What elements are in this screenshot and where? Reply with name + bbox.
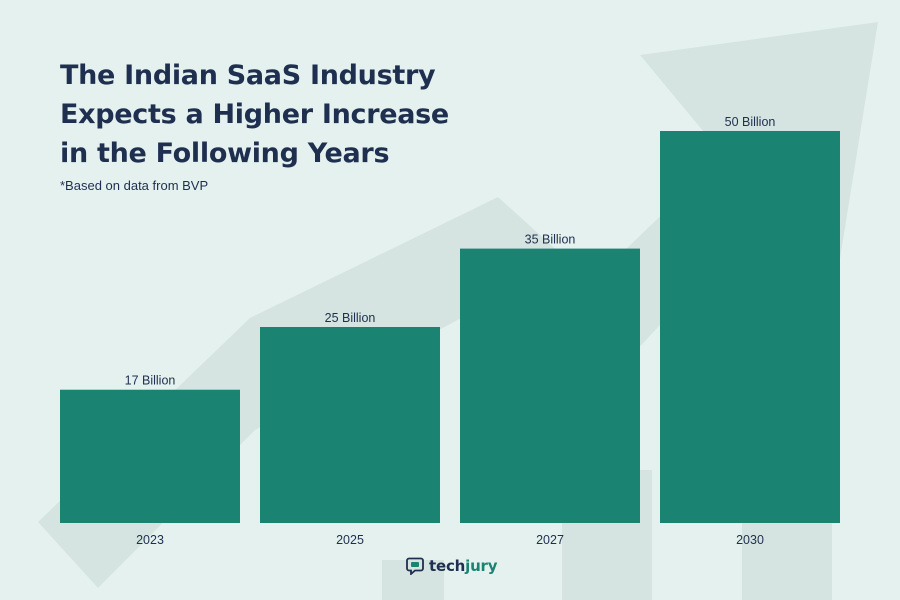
x-tick-label-2025: 2025 xyxy=(336,533,364,547)
x-tick-label-2030: 2030 xyxy=(736,533,764,547)
bar-2030 xyxy=(660,131,840,523)
x-tick-label-2027: 2027 xyxy=(536,533,564,547)
brand-name-part2: jury xyxy=(465,557,498,575)
bar-2023 xyxy=(60,389,240,523)
bar-2027 xyxy=(460,248,640,523)
data-label-2030: 50 Billion xyxy=(725,115,776,129)
page-title: The Indian SaaS Industry Expects a Highe… xyxy=(60,60,449,169)
brand-logo: techjury xyxy=(406,557,498,575)
chat-bubble-icon xyxy=(406,557,424,575)
data-label-2025: 25 Billion xyxy=(325,311,376,325)
brand-name: techjury xyxy=(429,557,498,575)
source-note: *Based on data from BVP xyxy=(60,178,209,193)
brand-name-part1: tech xyxy=(429,557,466,575)
x-tick-label-2023: 2023 xyxy=(136,533,164,547)
data-label-2027: 35 Billion xyxy=(525,233,576,247)
data-label-2023: 17 Billion xyxy=(125,374,176,388)
bar-2025 xyxy=(260,327,440,523)
